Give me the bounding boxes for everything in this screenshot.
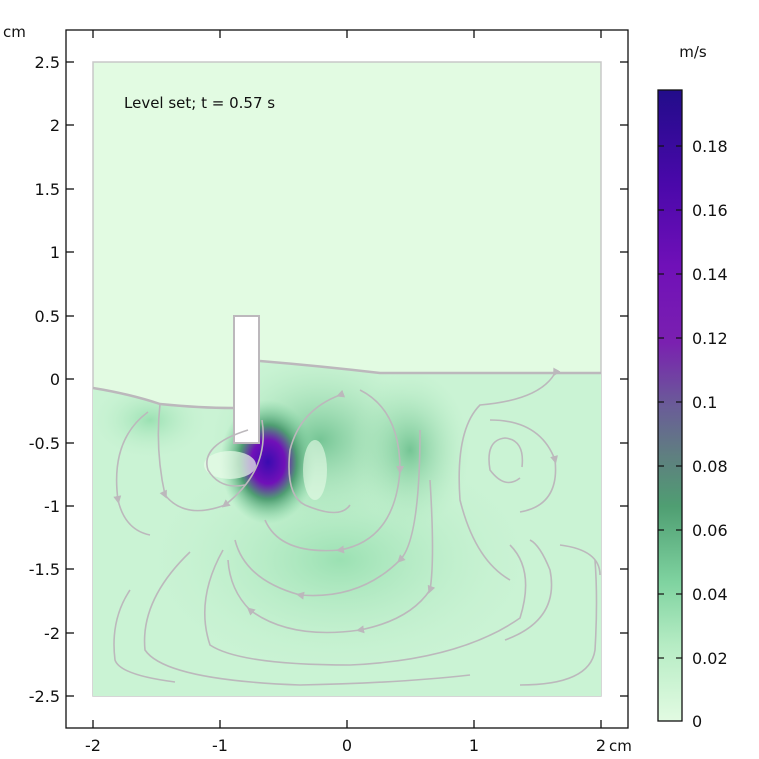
colorbar-tick-labels: 0.18 0.16 0.14 0.12 0.1 0.08 0.06 0.04 0… — [692, 137, 728, 731]
y-axis-tick-labels: 2.5 2 1.5 1 0.5 0 -0.5 -1 -1.5 -2 -2.5 — [29, 53, 60, 706]
svg-text:0.1: 0.1 — [692, 393, 717, 412]
svg-text:0.16: 0.16 — [692, 201, 728, 220]
svg-text:-1: -1 — [44, 497, 60, 516]
x-axis-ticks — [92, 30, 602, 728]
svg-text:0.14: 0.14 — [692, 265, 728, 284]
x-axis-unit: cm — [609, 737, 632, 755]
svg-text:2.5: 2.5 — [35, 53, 60, 72]
svg-text:0: 0 — [692, 712, 702, 731]
svg-text:-2: -2 — [85, 736, 101, 755]
svg-text:1: 1 — [50, 243, 60, 262]
svg-text:-2.5: -2.5 — [29, 687, 60, 706]
plot-annotation: Level set; t = 0.57 s — [124, 94, 275, 112]
svg-text:-0.5: -0.5 — [29, 434, 60, 453]
svg-text:2: 2 — [50, 116, 60, 135]
streamlines — [113, 367, 601, 686]
svg-text:1.5: 1.5 — [35, 180, 60, 199]
svg-text:0.04: 0.04 — [692, 585, 728, 604]
y-axis-ticks — [66, 61, 628, 697]
y-axis-unit: cm — [3, 23, 26, 41]
svg-text:0.08: 0.08 — [692, 457, 728, 476]
svg-text:0: 0 — [342, 736, 352, 755]
svg-text:-1.5: -1.5 — [29, 560, 60, 579]
colorbar — [657, 89, 683, 722]
svg-text:0.06: 0.06 — [692, 521, 728, 540]
svg-text:1: 1 — [469, 736, 479, 755]
svg-text:2: 2 — [596, 736, 606, 755]
colorbar-unit: m/s — [679, 43, 707, 61]
x-axis-tick-labels: -2 -1 0 1 2 — [85, 736, 606, 755]
svg-text:0.18: 0.18 — [692, 137, 728, 156]
svg-text:0.02: 0.02 — [692, 649, 728, 668]
colorbar-ticks — [658, 145, 682, 659]
obstacle-plate — [233, 315, 260, 444]
svg-text:-2: -2 — [44, 624, 60, 643]
svg-text:0.5: 0.5 — [35, 307, 60, 326]
svg-text:-1: -1 — [212, 736, 228, 755]
svg-text:0.12: 0.12 — [692, 329, 728, 348]
svg-text:0: 0 — [50, 370, 60, 389]
